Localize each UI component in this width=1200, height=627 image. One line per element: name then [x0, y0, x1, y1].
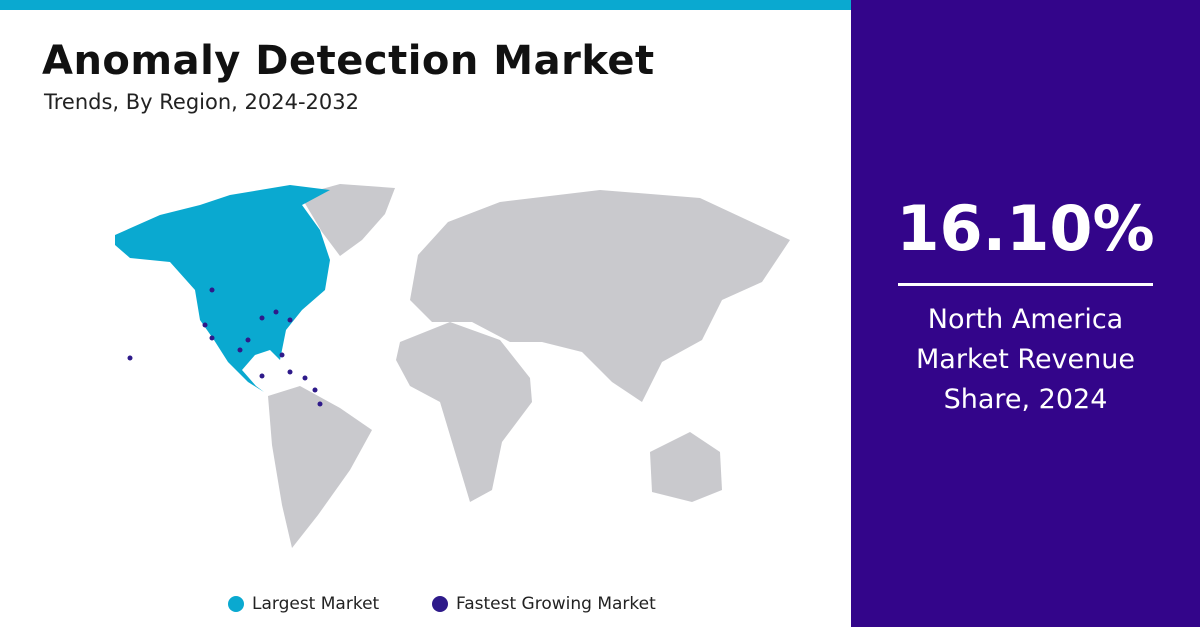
stat-caption: North America Market Revenue Share, 2024: [916, 304, 1135, 415]
title: Anomaly Detection Market: [42, 38, 655, 84]
legend-swatch: [432, 596, 448, 612]
eurasia: [410, 190, 790, 402]
north-america: [115, 185, 330, 392]
continents: [268, 184, 790, 548]
subtitle: Trends, By Region, 2024-2032: [44, 90, 359, 114]
legend-label: Fastest Growing Market: [456, 594, 656, 614]
legend-label: Largest Market: [252, 594, 380, 614]
stat-panel: 16.10% North America Market Revenue Shar…: [851, 0, 1200, 627]
greenland: [300, 184, 395, 256]
africa: [396, 322, 532, 502]
south-america: [268, 386, 372, 548]
divider: [898, 283, 1153, 286]
legend-item: Fastest Growing Market: [432, 594, 656, 614]
world-map: [115, 184, 790, 548]
growth-dots: [127, 287, 323, 407]
australia: [650, 432, 722, 502]
legend-swatch: [228, 596, 244, 612]
stat-value: 16.10%: [896, 192, 1155, 265]
legend-item: Largest Market: [228, 594, 379, 614]
top-bar: [0, 0, 851, 10]
